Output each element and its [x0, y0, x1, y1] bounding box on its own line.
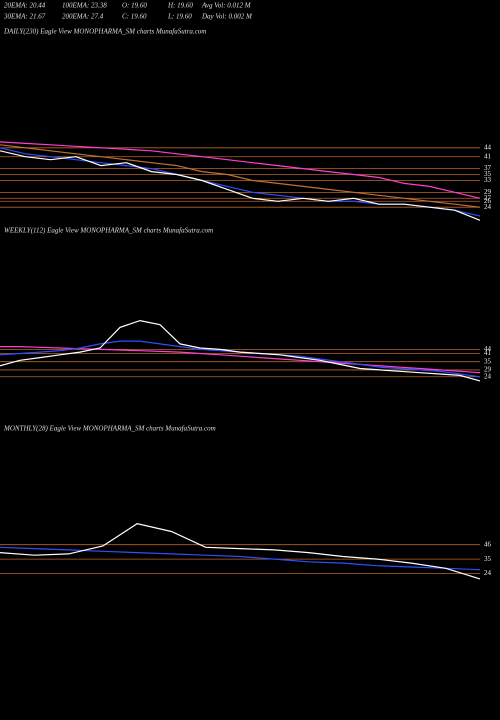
y-tick-label: 29: [484, 366, 492, 374]
series-line: [0, 546, 481, 571]
y-tick-label: 26: [484, 197, 492, 205]
y-tick-label: 46: [484, 540, 492, 548]
series-line: [0, 147, 481, 217]
series-line: [0, 523, 481, 580]
y-tick-label: 44: [484, 143, 492, 151]
y-tick-label: 35: [484, 555, 492, 563]
header-stat: 20EMA: 20.44: [4, 2, 46, 10]
y-tick-label: 37: [484, 164, 492, 172]
y-tick-label: 35: [484, 170, 492, 178]
chart-title: DAILY(230) Eagle View MONOPHARMA_SM char…: [3, 28, 206, 36]
y-tick-label: 24: [484, 203, 492, 211]
y-tick-label: 41: [484, 152, 492, 160]
chart-title: WEEKLY(112) Eagle View MONOPHARMA_SM cha…: [4, 227, 213, 235]
series-line: [0, 144, 481, 208]
y-tick-label: 35: [484, 357, 492, 365]
series-line: [0, 319, 481, 382]
header-stat: Avg Vol: 0.012 M: [201, 2, 252, 10]
header-stat: H: 19.60: [167, 2, 193, 10]
chart-title: MONTHLY(28) Eagle View MONOPHARMA_SM cha…: [3, 425, 216, 433]
y-tick-label: 33: [484, 176, 492, 184]
y-tick-label: 24: [484, 372, 492, 380]
series-line: [0, 141, 481, 199]
header-stat: O: 19.60: [122, 2, 147, 10]
header-stat: 30EMA: 21.67: [3, 13, 46, 21]
series-line: [0, 346, 481, 374]
y-tick-label: 27: [484, 194, 492, 202]
y-tick-label: 24: [484, 569, 492, 577]
header-stat: 100EMA: 23.38: [62, 2, 107, 10]
y-tick-label: 41: [484, 349, 492, 357]
series-line: [0, 150, 481, 221]
header-stat: L: 19.60: [167, 13, 192, 21]
header-stat: 200EMA: 27.4: [62, 13, 104, 21]
header-stat: C: 19.60: [122, 13, 147, 21]
y-tick-label: 29: [484, 188, 492, 196]
header-stat: Day Vol: 0.002 M: [201, 13, 253, 21]
y-tick-label: 44: [484, 345, 492, 353]
